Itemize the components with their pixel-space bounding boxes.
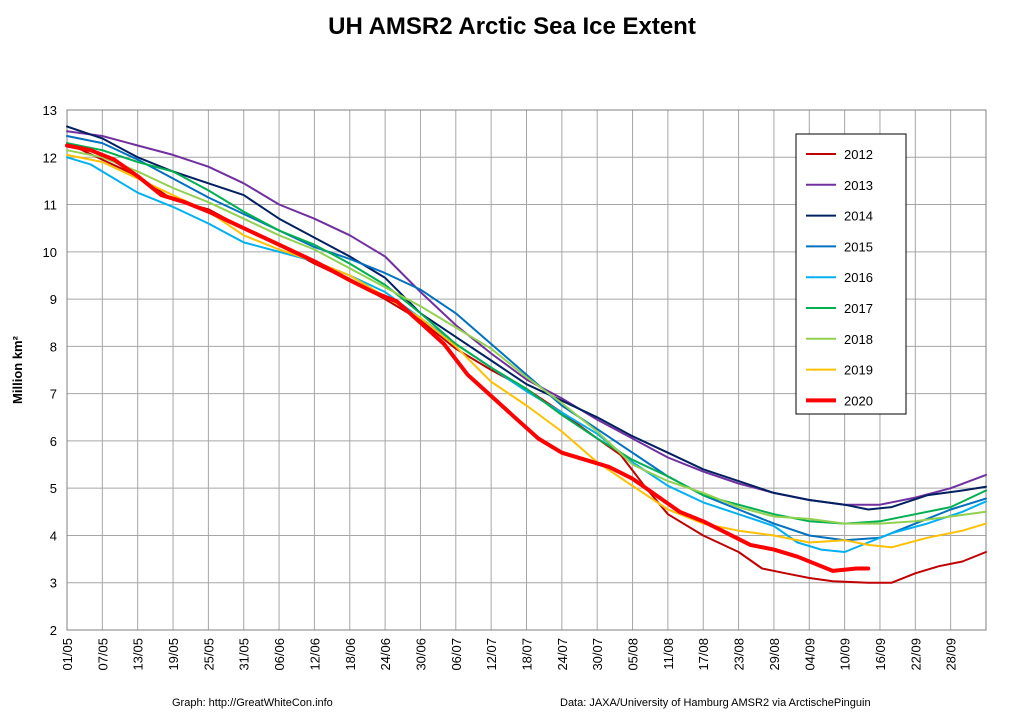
legend-label-2019: 2019 <box>844 363 873 378</box>
x-tick-label: 05/08 <box>626 638 641 671</box>
y-tick-label: 12 <box>43 150 57 165</box>
x-tick-label: 12/07 <box>484 638 499 671</box>
x-tick-label: 16/09 <box>873 638 888 671</box>
legend-label-2015: 2015 <box>844 239 873 254</box>
x-tick-label: 06/07 <box>449 638 464 671</box>
x-tick-label: 18/07 <box>520 638 535 671</box>
footer-credit-graph: Graph: http://GreatWhiteCon.info <box>172 697 333 709</box>
x-tick-label: 07/05 <box>95 638 110 671</box>
legend: 2012 2013 2014 2015 2016 2017 2018 2019 2020 <box>795 133 907 415</box>
x-tick-labels: 01/05 07/05 13/05 19/05 25/05 31/05 06/06 12/06… <box>60 638 959 671</box>
x-tick-label: 04/09 <box>802 638 817 671</box>
x-tick-label: 10/09 <box>838 638 853 671</box>
y-tick-label: 3 <box>50 576 57 591</box>
x-tick-label: 25/05 <box>201 638 216 671</box>
series-lines <box>65 125 987 584</box>
series-line-2015 <box>66 135 987 542</box>
y-tick-labels: 2 3 4 5 6 7 8 9 10 11 12 13 <box>43 103 57 638</box>
x-tick-label: 24/07 <box>555 638 570 671</box>
y-tick-label: 10 <box>43 245 57 260</box>
legend-label-2014: 2014 <box>844 209 873 224</box>
y-tick-label: 6 <box>50 434 57 449</box>
y-tick-label: 5 <box>50 481 57 496</box>
y-tick-label: 13 <box>43 103 57 118</box>
legend-box <box>795 133 907 415</box>
x-tick-label: 18/06 <box>343 638 358 671</box>
x-tick-label: 22/09 <box>908 638 923 671</box>
series-line-2018 <box>66 149 987 525</box>
x-tick-label: 29/08 <box>767 638 782 671</box>
footer-credit-data: Data: JAXA/University of Hamburg AMSR2 v… <box>560 697 871 709</box>
series-line-2020 <box>65 143 871 573</box>
x-tick-label: 28/09 <box>944 638 959 671</box>
legend-label-2020: 2020 <box>844 393 873 408</box>
x-tick-label: 30/06 <box>413 638 428 671</box>
legend-label-2018: 2018 <box>844 332 873 347</box>
y-tick-label: 7 <box>50 387 57 402</box>
y-tick-label: 2 <box>50 623 57 638</box>
x-tick-label: 11/08 <box>661 638 676 670</box>
x-tick-label: 17/08 <box>696 638 711 671</box>
series-line-2014 <box>66 125 987 511</box>
x-tick-label: 06/06 <box>272 638 287 671</box>
plot-area-border <box>66 109 987 631</box>
legend-label-2012: 2012 <box>844 147 873 162</box>
x-tick-label: 30/07 <box>590 638 605 671</box>
x-tick-label: 01/05 <box>60 638 75 671</box>
x-tick-label: 31/05 <box>237 638 252 671</box>
x-tick-label: 12/06 <box>307 638 322 671</box>
series-line-2019 <box>66 153 987 549</box>
chart-title: UH AMSR2 Arctic Sea Ice Extent <box>328 13 696 40</box>
x-tick-label: 23/08 <box>732 638 747 671</box>
y-axis-label: Million km² <box>10 335 25 404</box>
legend-label-2013: 2013 <box>844 178 873 193</box>
x-tick-label: 13/05 <box>131 638 146 671</box>
y-tick-label: 9 <box>50 292 57 307</box>
legend-label-2016: 2016 <box>844 270 873 285</box>
legend-label-2017: 2017 <box>844 301 873 316</box>
y-tick-label: 11 <box>44 198 58 213</box>
x-tick-label: 24/06 <box>378 638 393 671</box>
y-tick-label: 8 <box>50 339 57 354</box>
x-tick-label: 19/05 <box>166 638 181 671</box>
y-tick-label: 4 <box>50 528 57 543</box>
